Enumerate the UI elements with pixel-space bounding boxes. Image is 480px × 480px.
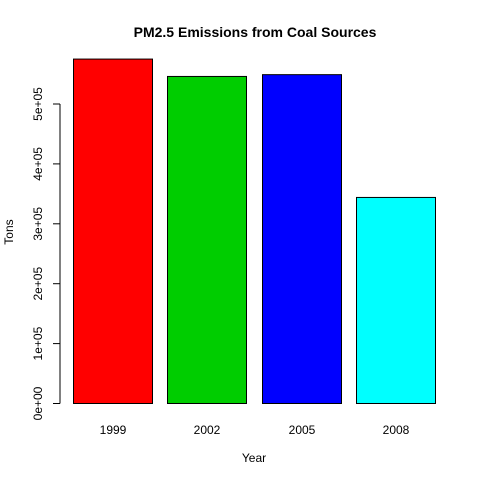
y-tick-label: 1e+05 (31, 326, 45, 360)
y-axis: 0e+00 1e+05 2e+05 3e+05 4e+05 5e+05 (31, 87, 61, 420)
x-tick-label-1999: 1999 (100, 423, 127, 437)
bar-2008 (356, 196, 436, 404)
bar-2005 (262, 74, 342, 405)
y-tick-label: 3e+05 (31, 207, 45, 241)
y-tick-label: 5e+05 (31, 87, 45, 121)
x-tick-label-2002: 2002 (194, 423, 221, 437)
x-tick-label-2008: 2008 (383, 423, 410, 437)
bar-2002 (167, 75, 247, 404)
x-tick-label-2005: 2005 (289, 423, 316, 437)
y-tick-label: 0e+00 (31, 386, 45, 420)
bars-group (73, 58, 436, 405)
bar-1999 (73, 58, 153, 404)
chart-title: PM2.5 Emissions from Coal Sources (134, 24, 377, 40)
y-tick-label: 2e+05 (31, 267, 45, 301)
x-tick-labels: 1999 2002 2005 2008 (100, 423, 410, 437)
y-tick-label: 4e+05 (31, 147, 45, 181)
x-axis-label: Year (242, 451, 266, 465)
y-axis-label: Tons (2, 219, 16, 244)
